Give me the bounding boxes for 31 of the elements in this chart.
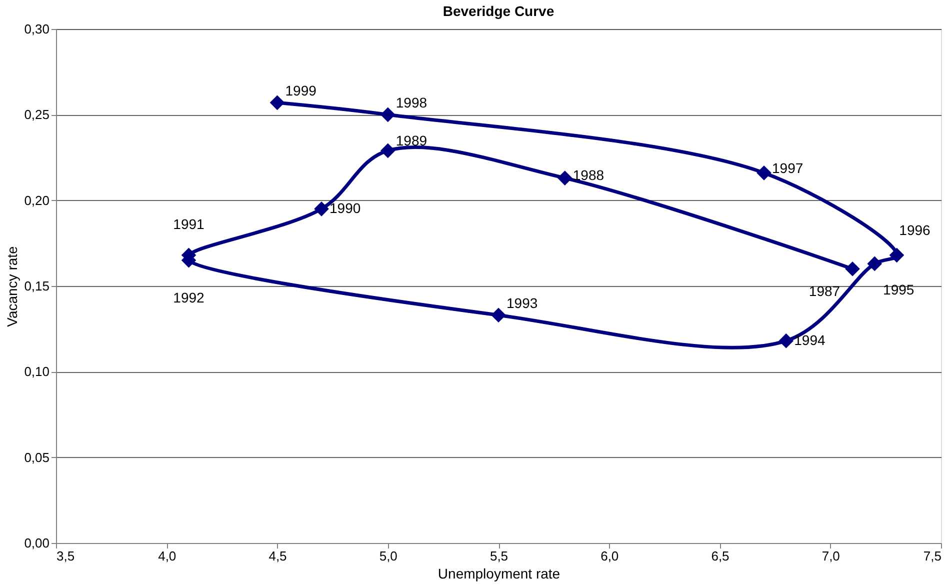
annotation: 1989 — [396, 132, 428, 149]
x-tick-label: 7,0 — [822, 548, 840, 564]
annotation: 1993 — [506, 295, 538, 312]
annotation: 1998 — [396, 94, 428, 111]
x-tick-label: 7,5 — [923, 548, 942, 564]
x-tick-label: 4,5 — [268, 548, 287, 564]
annotation: 1988 — [572, 167, 604, 184]
y-tick-label: 0,15 — [24, 278, 50, 294]
x-tick-label: 5,5 — [490, 548, 508, 564]
annotation: 1991 — [173, 216, 205, 232]
x-tick-label: 4,0 — [158, 548, 176, 564]
x-tick-label: 6,0 — [600, 548, 619, 564]
annotation: 1990 — [330, 200, 361, 216]
annotation: 1987 — [808, 282, 840, 299]
annotation: 1999 — [285, 82, 317, 99]
y-tick-label: 0,25 — [24, 107, 50, 122]
y-tick-label: 0,30 — [24, 22, 50, 36]
y-tick-label: 0,00 — [24, 536, 50, 550]
annotation: 1997 — [772, 160, 804, 176]
y-tick-label: 0,10 — [24, 364, 50, 380]
annotation: 1996 — [899, 222, 931, 238]
annotation: 1994 — [794, 332, 826, 348]
chart-title: Beveridge Curve — [442, 3, 554, 19]
y-tick-label: 0,20 — [24, 192, 50, 208]
y-tick-label: 0,05 — [24, 450, 50, 465]
y-axis-title: Vacancy rate — [4, 246, 20, 327]
x-tick-label: 5,0 — [379, 548, 398, 564]
annotation: 1992 — [173, 289, 205, 306]
x-axis-title: Unemployment rate — [438, 566, 560, 582]
x-tick-label: 3,5 — [56, 548, 75, 564]
x-tick-label: 6,5 — [711, 548, 730, 564]
